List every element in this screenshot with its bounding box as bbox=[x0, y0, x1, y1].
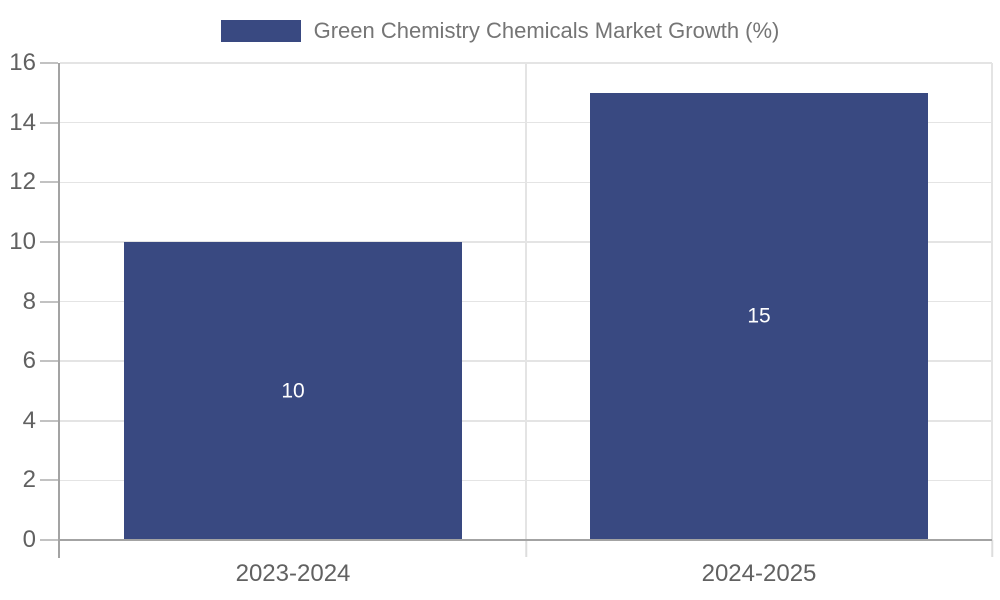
y-axis-tick bbox=[40, 419, 58, 422]
x-gridline bbox=[525, 63, 527, 540]
y-axis-tick-label: 12 bbox=[9, 168, 36, 196]
y-axis-tick-label: 0 bbox=[22, 526, 36, 553]
legend-swatch bbox=[220, 20, 301, 42]
y-axis-tick bbox=[40, 121, 58, 124]
bar-2024-2025 bbox=[590, 92, 928, 540]
plot-area: 0 2 4 6 8 10 12 14 16 10 2023-2024 15 2024-2025 bbox=[9, 51, 993, 586]
x-gridline bbox=[991, 63, 993, 540]
y-axis-tick-label: 8 bbox=[22, 287, 36, 315]
bar-value-label: 10 bbox=[281, 379, 305, 403]
y-axis-tick bbox=[40, 539, 58, 541]
y-axis-line bbox=[58, 63, 60, 558]
y-axis-tick bbox=[40, 479, 58, 482]
bar-value-label: 15 bbox=[747, 304, 771, 328]
y-axis-tick-label: 6 bbox=[22, 347, 36, 375]
legend-label: Green Chemistry Chemicals Market Growth … bbox=[313, 18, 780, 43]
x-axis-tick-label: 2024-2025 bbox=[701, 560, 817, 587]
y-axis-tick-label: 2 bbox=[22, 466, 36, 494]
y-axis-tick bbox=[40, 300, 58, 303]
y-axis-tick-label: 14 bbox=[9, 108, 36, 136]
y-axis-tick bbox=[40, 240, 58, 243]
y-axis-tick bbox=[40, 62, 58, 64]
y-axis-tick-label: 10 bbox=[9, 227, 36, 255]
y-axis-tick-label: 4 bbox=[22, 406, 36, 434]
x-axis-tick bbox=[525, 540, 527, 557]
x-axis-tick-label: 2023-2024 bbox=[235, 560, 351, 587]
y-axis-tick bbox=[40, 181, 58, 184]
legend[interactable]: Green Chemistry Chemicals Market Growth … bbox=[0, 16, 1000, 46]
x-axis-line bbox=[58, 539, 992, 541]
y-axis-tick-label: 16 bbox=[9, 49, 36, 76]
bar-2023-2024 bbox=[124, 241, 462, 540]
x-axis-tick bbox=[991, 540, 993, 557]
y-axis-tick bbox=[40, 360, 58, 363]
